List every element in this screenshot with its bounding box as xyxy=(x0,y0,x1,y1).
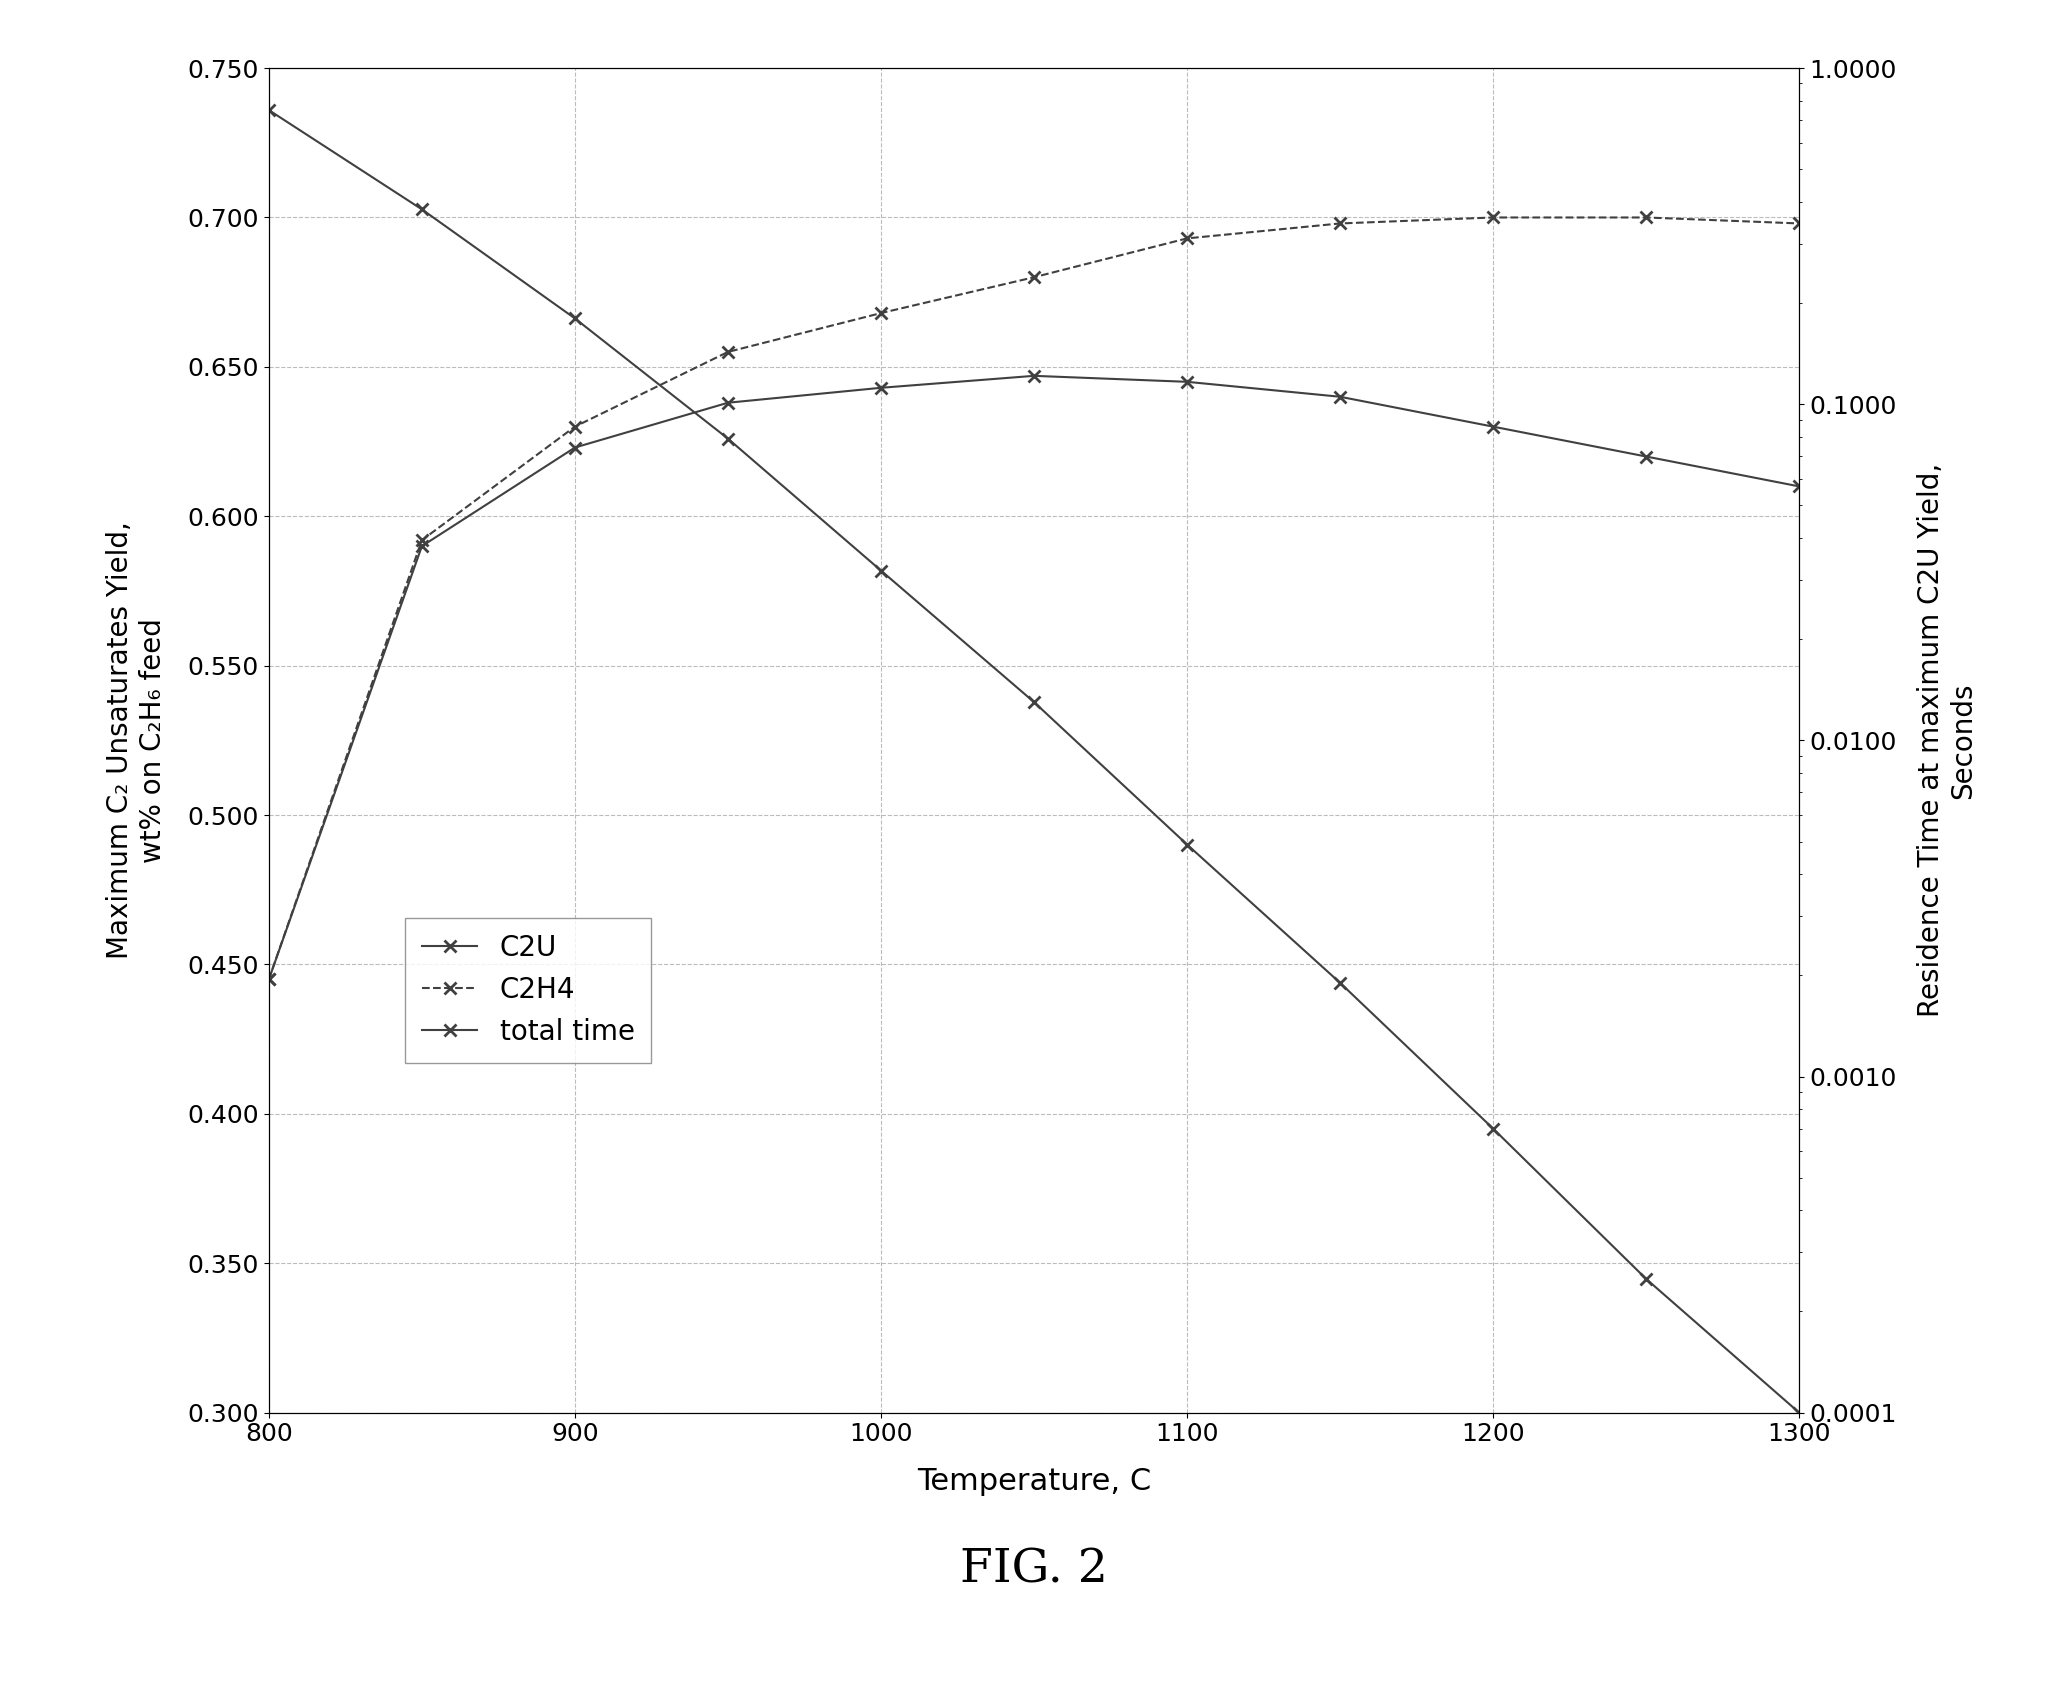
C2H4 xyxy=(1634,208,1659,228)
Line: C2U: C2U xyxy=(263,369,1805,985)
C2U xyxy=(1481,417,1506,437)
C2U xyxy=(562,437,587,458)
C2H4 xyxy=(716,342,740,363)
C2H4 xyxy=(409,529,434,550)
total time xyxy=(1787,1402,1812,1423)
C2U xyxy=(1175,371,1199,391)
C2U xyxy=(869,378,893,398)
Y-axis label: Residence Time at maximum C2U Yield,
Seconds: Residence Time at maximum C2U Yield, Sec… xyxy=(1917,463,1977,1018)
C2U xyxy=(1328,386,1352,407)
C2U xyxy=(409,536,434,557)
Text: FIG. 2: FIG. 2 xyxy=(960,1547,1108,1593)
total time xyxy=(869,560,893,580)
total time xyxy=(1634,1268,1659,1288)
total time xyxy=(409,199,434,220)
C2H4 xyxy=(562,417,587,437)
C2U xyxy=(1022,366,1046,386)
total time xyxy=(1481,1118,1506,1139)
C2H4 xyxy=(1481,208,1506,228)
Line: total time: total time xyxy=(263,104,1805,1419)
C2U xyxy=(716,393,740,414)
Line: C2H4: C2H4 xyxy=(263,211,1805,985)
Y-axis label: Maximum C₂ Unsaturates Yield,
wt% on C₂H₆ feed: Maximum C₂ Unsaturates Yield, wt% on C₂H… xyxy=(105,521,168,960)
Legend: C2U, C2H4, total time: C2U, C2H4, total time xyxy=(405,917,651,1062)
C2U xyxy=(1787,477,1812,497)
C2H4 xyxy=(256,968,281,989)
C2H4 xyxy=(1787,213,1812,233)
total time xyxy=(256,100,281,121)
C2H4 xyxy=(1022,267,1046,288)
total time xyxy=(562,308,587,328)
total time xyxy=(716,429,740,449)
C2H4 xyxy=(869,303,893,323)
total time xyxy=(1022,691,1046,711)
X-axis label: Temperature, C: Temperature, C xyxy=(916,1467,1152,1496)
C2U xyxy=(256,968,281,989)
C2H4 xyxy=(1175,228,1199,248)
C2H4 xyxy=(1328,213,1352,233)
total time xyxy=(1175,834,1199,854)
C2U xyxy=(1634,446,1659,466)
total time xyxy=(1328,972,1352,992)
